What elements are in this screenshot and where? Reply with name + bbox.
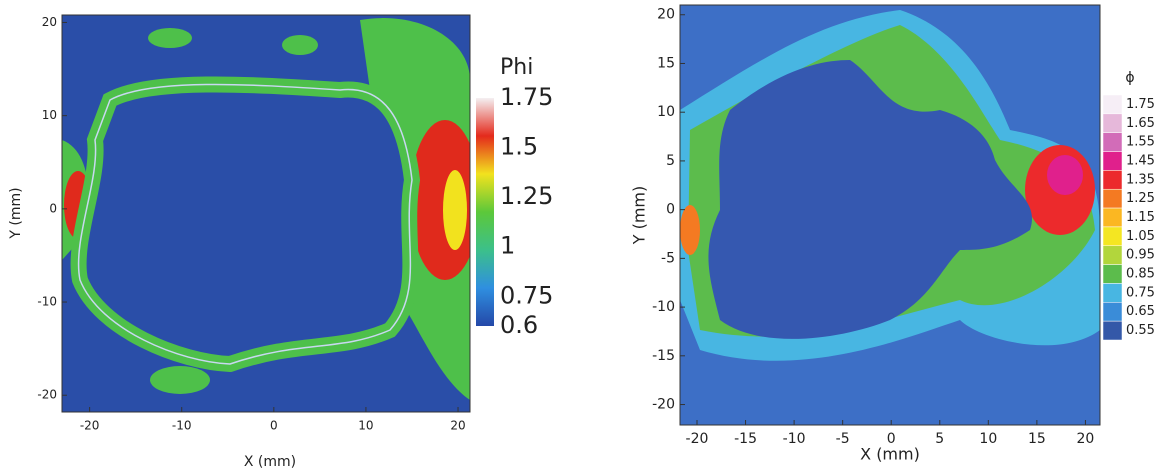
colorbar-label: 1 bbox=[500, 232, 515, 260]
colorbar-label: 0.75 bbox=[500, 281, 553, 309]
colorbar-label: 1.65 bbox=[1126, 116, 1155, 131]
rich-region bbox=[680, 205, 700, 255]
y-tick-label: 10 bbox=[42, 108, 57, 122]
colorbar-swatch bbox=[1102, 113, 1123, 133]
colorbar-label: 1.45 bbox=[1126, 153, 1155, 168]
colorbar-label: 0.55 bbox=[1126, 323, 1155, 338]
colorbar-swatch bbox=[1102, 132, 1123, 152]
x-tick-label: -15 bbox=[734, 431, 757, 447]
colorbar-swatch bbox=[1102, 151, 1123, 171]
cloud bbox=[70, 76, 421, 373]
y-tick-label: 0 bbox=[666, 202, 675, 218]
x-axis-label: X (mm) bbox=[244, 454, 296, 470]
colorbar-swatch bbox=[1102, 283, 1123, 303]
cloud bbox=[708, 60, 1032, 339]
x-tick-label: 20 bbox=[1077, 431, 1095, 447]
x-tick-label: 20 bbox=[450, 419, 465, 433]
y-tick-label: 0 bbox=[49, 201, 57, 215]
y-tick-label: 5 bbox=[666, 153, 675, 169]
plot-frame bbox=[61, 14, 471, 413]
plot-frame bbox=[679, 4, 1101, 426]
y-tick-label: -15 bbox=[652, 348, 675, 364]
x-axis-label: X (mm) bbox=[860, 445, 920, 464]
colorbar-label: 0.85 bbox=[1126, 267, 1155, 282]
colorbar-swatch bbox=[1102, 226, 1123, 247]
y-tick-label: -10 bbox=[652, 299, 675, 315]
y-axis-label: Y (mm) bbox=[8, 187, 24, 239]
colorbar-swatch bbox=[1102, 207, 1123, 228]
x-tick-label: 10 bbox=[979, 431, 997, 447]
rich-region bbox=[443, 170, 467, 250]
colorbar-swatch bbox=[1102, 245, 1123, 265]
colorbar-label: 0.75 bbox=[1126, 285, 1155, 300]
x-tick-label: -10 bbox=[172, 419, 192, 433]
colorbar-swatch bbox=[1102, 94, 1123, 115]
x-tick-label: 10 bbox=[358, 419, 373, 433]
colorbar-title: ϕ bbox=[1125, 70, 1134, 86]
y-tick-label: 15 bbox=[657, 55, 675, 71]
y-tick-label: 20 bbox=[657, 7, 675, 23]
rich-region bbox=[1047, 155, 1083, 195]
x-tick-label: -5 bbox=[836, 431, 850, 447]
x-tick-label: 15 bbox=[1028, 431, 1046, 447]
field-left bbox=[62, 15, 470, 412]
colorbar bbox=[476, 98, 494, 326]
colorbar-swatch bbox=[1102, 188, 1123, 209]
colorbar-label: 1.55 bbox=[1126, 135, 1155, 150]
colorbar-label: 1.75 bbox=[500, 83, 553, 111]
colorbar-label: 1.5 bbox=[500, 133, 538, 161]
colorbar-label: 1.35 bbox=[1126, 172, 1155, 187]
colorbar-swatch bbox=[1102, 264, 1123, 284]
field-right bbox=[680, 5, 1100, 425]
y-tick-label: 20 bbox=[42, 15, 57, 29]
x-tick-label: -20 bbox=[80, 419, 100, 433]
colorbar-label: 1.25 bbox=[500, 182, 553, 210]
plume bbox=[282, 35, 318, 55]
colorbar-label: 1.15 bbox=[1126, 210, 1155, 225]
y-tick-label: 10 bbox=[657, 104, 675, 120]
colorbar-label: 0.95 bbox=[1126, 248, 1155, 263]
colorbar-swatch bbox=[1102, 170, 1123, 190]
colorbar-label: 0.65 bbox=[1126, 304, 1155, 319]
colorbar-swatch bbox=[1102, 320, 1123, 341]
x-tick-label: 0 bbox=[270, 419, 278, 433]
colorbar-label: 1.05 bbox=[1126, 229, 1155, 244]
x-tick-label: 5 bbox=[935, 431, 944, 447]
plume bbox=[148, 28, 192, 48]
colorbar-label: 1.25 bbox=[1126, 191, 1155, 206]
y-tick-label: -20 bbox=[652, 397, 675, 413]
x-tick-label: 0 bbox=[887, 431, 896, 447]
colorbar-label: 1.75 bbox=[1126, 97, 1155, 112]
x-tick-label: -20 bbox=[686, 431, 709, 447]
colorbar-label: 0.6 bbox=[500, 311, 538, 339]
y-tick-label: -10 bbox=[37, 295, 57, 309]
plume bbox=[150, 366, 210, 394]
colorbar-title: Phi bbox=[500, 55, 533, 80]
colorbar-swatch bbox=[1102, 302, 1123, 322]
y-axis-label: Y (mm) bbox=[630, 186, 649, 246]
cloud-edge bbox=[77, 83, 413, 365]
y-tick-label: -20 bbox=[37, 388, 57, 402]
y-tick-label: -5 bbox=[661, 250, 675, 266]
x-tick-label: -10 bbox=[783, 431, 806, 447]
